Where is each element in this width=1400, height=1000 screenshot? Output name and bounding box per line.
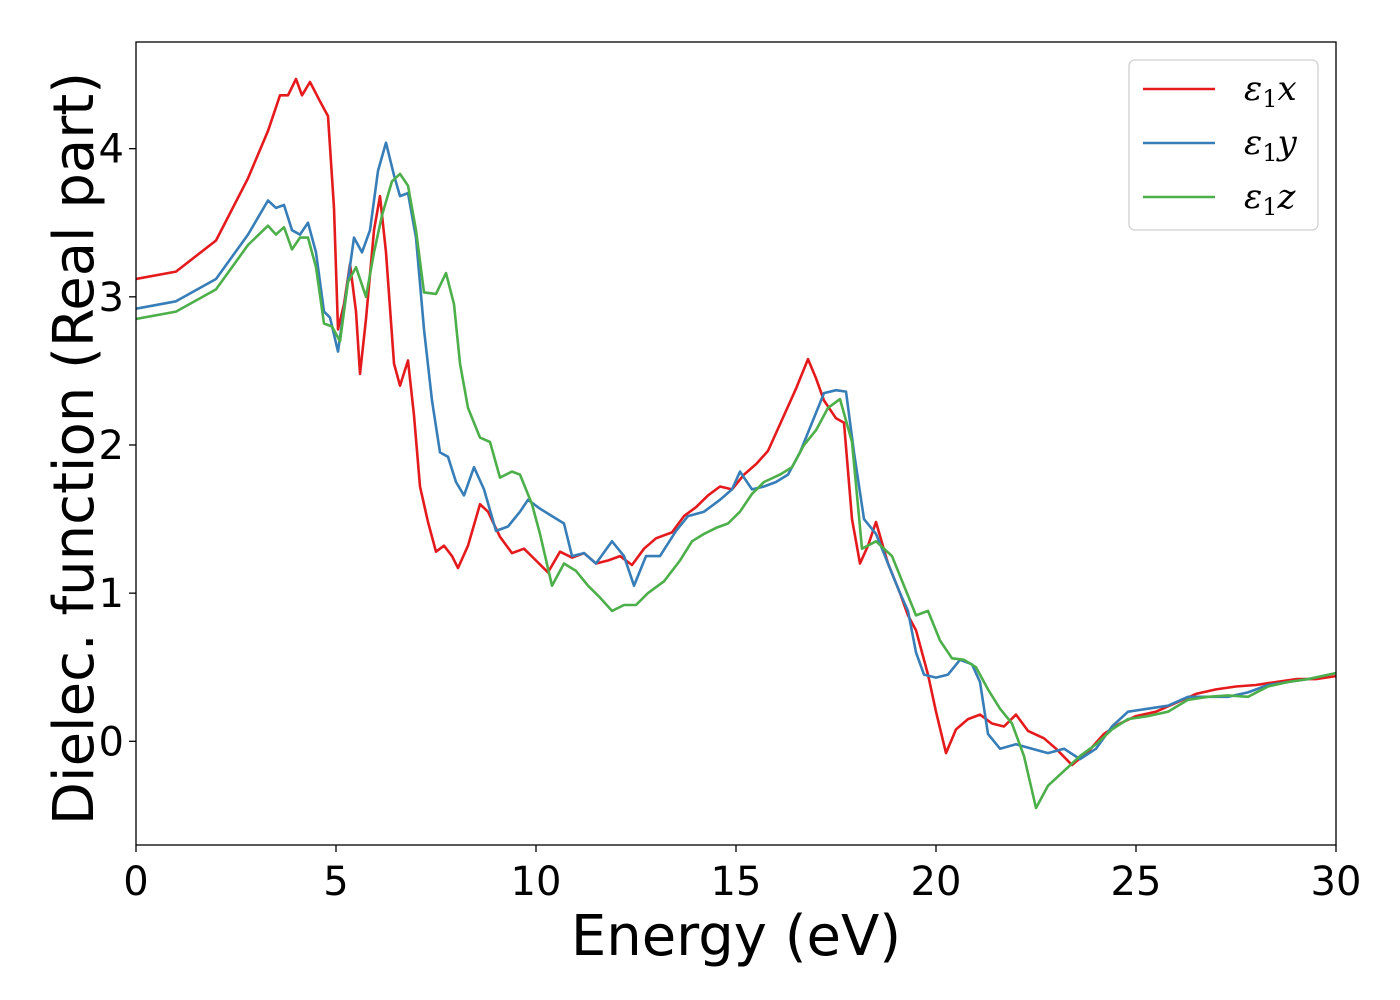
legend-label: ε1z bbox=[1244, 177, 1297, 221]
series-line-z bbox=[136, 172, 1336, 810]
x-axis-label: Energy (eV) bbox=[571, 904, 901, 969]
x-tick-label: 15 bbox=[711, 859, 762, 905]
legend: ε1x ε1y ε1z bbox=[1128, 59, 1319, 231]
series-line-y bbox=[136, 141, 1336, 761]
y-tick-label: 2 bbox=[99, 423, 124, 469]
x-tick-label: 10 bbox=[511, 859, 562, 905]
legend-box bbox=[1128, 59, 1319, 231]
y-tick-label: 3 bbox=[99, 275, 124, 321]
y-axis-label: Dielec. function (Real part) bbox=[42, 72, 107, 825]
x-tick-label: 5 bbox=[323, 859, 348, 905]
y-tick-label: 0 bbox=[99, 719, 124, 765]
x-tick-label: 20 bbox=[911, 859, 962, 905]
y-tick-label: 4 bbox=[99, 127, 124, 173]
plot-lines bbox=[136, 77, 1336, 810]
y-tick-label: 1 bbox=[99, 571, 124, 617]
legend-label: ε1y bbox=[1244, 123, 1298, 167]
legend-label: ε1x bbox=[1244, 69, 1297, 113]
series-line-x bbox=[136, 77, 1336, 767]
x-tick-label: 25 bbox=[1111, 859, 1162, 905]
x-tick-label: 30 bbox=[1311, 859, 1362, 905]
x-tick-label: 0 bbox=[123, 859, 148, 905]
axis-ticks: 0 5 10 15 20 25 30 0 1 2 3 4 bbox=[99, 127, 1362, 905]
